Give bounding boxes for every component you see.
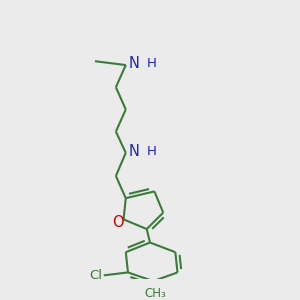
Text: O: O	[112, 215, 123, 230]
Text: H: H	[147, 57, 157, 70]
Text: CH₃: CH₃	[144, 287, 166, 300]
Text: N: N	[129, 144, 140, 159]
Text: N: N	[129, 56, 140, 71]
Text: Cl: Cl	[89, 269, 102, 282]
Text: H: H	[147, 145, 157, 158]
